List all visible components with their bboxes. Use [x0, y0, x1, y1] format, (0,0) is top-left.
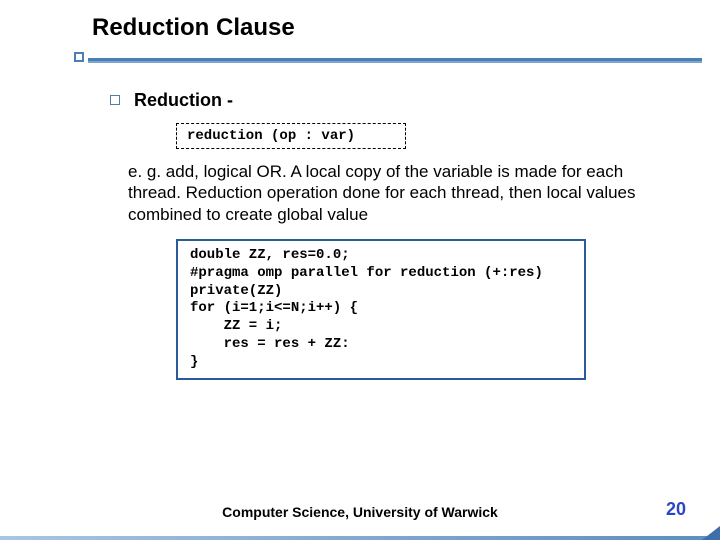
footer-text: Computer Science, University of Warwick [0, 504, 720, 520]
description-text: e. g. add, logical OR. A local copy of t… [128, 161, 670, 225]
corner-fold-icon [702, 526, 720, 540]
slide: Reduction Clause Reduction - reduction (… [0, 0, 720, 540]
horizontal-rule [88, 58, 702, 63]
title-area: Reduction Clause [0, 0, 720, 42]
page-title: Reduction Clause [92, 14, 720, 42]
bottom-accent-bar [0, 536, 720, 540]
page-number: 20 [666, 499, 686, 520]
bullet-item: Reduction - [110, 90, 670, 111]
code-block: double ZZ, res=0.0; #pragma omp parallel… [176, 239, 586, 380]
bullet-label: Reduction - [134, 90, 233, 111]
content-area: Reduction - reduction (op : var) e. g. a… [110, 90, 670, 380]
syntax-box: reduction (op : var) [176, 123, 406, 149]
rule-endcap-icon [74, 52, 84, 62]
square-bullet-icon [110, 95, 120, 105]
